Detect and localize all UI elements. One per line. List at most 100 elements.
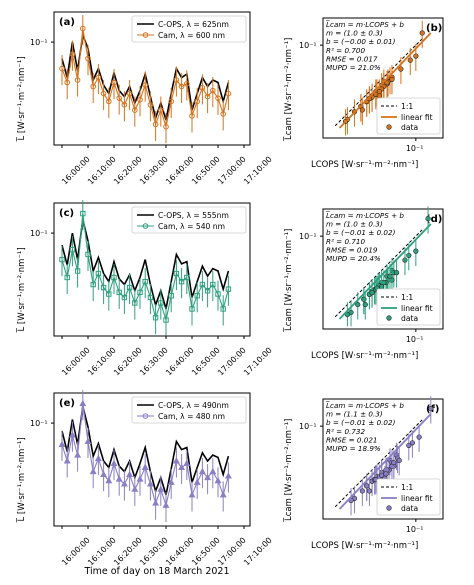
scatter-legend-box <box>376 288 441 326</box>
cam-point <box>126 284 133 291</box>
cam-point <box>131 485 139 492</box>
cam-point <box>220 306 226 312</box>
timeseries-frame <box>53 11 251 146</box>
cam-point <box>184 81 190 87</box>
cam-point <box>64 274 70 281</box>
legend-label-fit: linear fit <box>401 494 433 503</box>
cam-point <box>158 107 164 113</box>
cam-point <box>126 470 134 478</box>
scatter-point <box>402 257 408 263</box>
y-tick-label: 10⁻¹ <box>30 38 48 47</box>
y-axis-title: L̅cam [W·sr⁻¹·m⁻²·nm⁻¹] <box>282 419 294 523</box>
cam-point <box>178 83 185 90</box>
panel-label: (a) <box>59 17 75 28</box>
cam-point <box>204 93 211 100</box>
legend-label-cops: C-OPS, λ = 625nm <box>158 20 229 29</box>
cam-point <box>120 480 128 487</box>
scatter-point <box>406 442 412 449</box>
cam-point <box>137 289 143 296</box>
cam-point <box>167 478 175 485</box>
cam-point <box>90 83 96 90</box>
scatter-point <box>391 460 397 466</box>
fit-annotation: L̅cam = m·LCOPS + b <box>326 20 405 29</box>
legend-label-cam: Cam, λ = 540 nm <box>158 222 225 231</box>
legend-marker-cam <box>142 413 149 419</box>
scatter-point <box>362 301 368 308</box>
cam-point <box>193 478 201 485</box>
cam-point <box>69 51 76 57</box>
cam-point <box>146 480 154 487</box>
cam-point <box>85 251 91 258</box>
panel-label: (b) <box>426 23 442 34</box>
fit-annotation: R² = 0.700 <box>326 46 365 55</box>
cam-point <box>215 291 221 297</box>
cam-point <box>210 87 216 94</box>
cam-point <box>100 90 107 97</box>
fit-annotation: R² = 0.732 <box>326 427 365 436</box>
legend-label-1to1: 1:1 <box>401 293 413 302</box>
cam-point <box>210 281 216 288</box>
cam-point <box>74 451 82 458</box>
cam-point <box>199 85 206 91</box>
cam-point <box>116 95 122 101</box>
legend-label-data: data <box>401 314 418 323</box>
linear-fit-line <box>338 413 432 510</box>
cam-point <box>105 476 113 484</box>
panel-label: (e) <box>59 398 75 409</box>
legend-marker-cam <box>142 223 149 229</box>
x-tick-label: 10⁻¹ <box>406 525 424 534</box>
cops-series-line <box>61 219 230 310</box>
linear-fit-line <box>338 32 432 129</box>
cam-point <box>219 491 227 498</box>
cam-point <box>224 472 232 479</box>
y-axis-title: L̅ [W·sr⁻¹·m⁻²·nm⁻¹] <box>15 247 27 333</box>
legend-label-cam: Cam, λ = 480 nm <box>158 412 225 421</box>
legend-label-cops: C-OPS, λ = 490nm <box>158 401 229 410</box>
legend-label-1to1: 1:1 <box>401 483 413 492</box>
scatter-point <box>419 30 425 36</box>
cam-point <box>79 399 87 407</box>
legend-swatch-data <box>386 315 392 321</box>
fit-annotation: b = (−0.00 ± 0.01) <box>326 37 396 46</box>
y-tick-label: 10⁻¹ <box>299 232 317 241</box>
time-axis-title: Time of day on 18 March 2021 <box>84 566 230 577</box>
cam-point <box>209 467 217 475</box>
timeseries-frame <box>53 392 251 527</box>
cam-point <box>157 485 165 492</box>
cam-point <box>63 457 71 464</box>
cam-point <box>194 98 200 105</box>
y-axis-title: L̅cam [W·sr⁻¹·m⁻²·nm⁻¹] <box>282 229 294 333</box>
legend-marker-cam <box>142 32 149 38</box>
panel-label: (d) <box>426 214 442 225</box>
cam-point <box>147 101 154 108</box>
fit-annotation: L̅cam = m·LCOPS + b <box>326 211 405 220</box>
one-to-one-line <box>334 419 423 508</box>
cam-point <box>178 463 186 470</box>
cam-point <box>137 96 143 103</box>
cam-point <box>199 281 206 288</box>
fit-annotation: m = (1.0 ± 0.3) <box>326 220 383 229</box>
cam-point <box>95 74 102 81</box>
legend-label-1to1: 1:1 <box>401 102 413 111</box>
x-axis-title: LCOPS [W·sr⁻¹·m⁻²·nm⁻¹] <box>311 541 418 551</box>
scatter-point <box>355 301 361 308</box>
fit-annotation: MUPD = 21.0% <box>326 63 381 72</box>
legend-box <box>131 206 247 234</box>
scatter-point <box>383 471 389 477</box>
x-tick-label: 17:10:00 <box>242 346 274 378</box>
cam-point <box>178 278 185 285</box>
cam-point <box>168 98 174 105</box>
cam-point <box>163 317 169 323</box>
cam-point <box>100 470 108 478</box>
y-axis-title: L̅cam [W·sr⁻¹·m⁻²·nm⁻¹] <box>282 38 294 142</box>
fit-annotation: L̅cam = m·LCOPS + b <box>326 401 405 410</box>
cam-point <box>220 111 226 117</box>
fit-annotation: RMSE = 0.019 <box>326 245 378 254</box>
cam-point <box>121 101 128 108</box>
cam-point <box>121 294 128 301</box>
cam-point <box>90 281 96 288</box>
cam-point <box>225 90 232 97</box>
scatter-point <box>398 66 404 72</box>
scatter-legend-box <box>376 97 441 135</box>
